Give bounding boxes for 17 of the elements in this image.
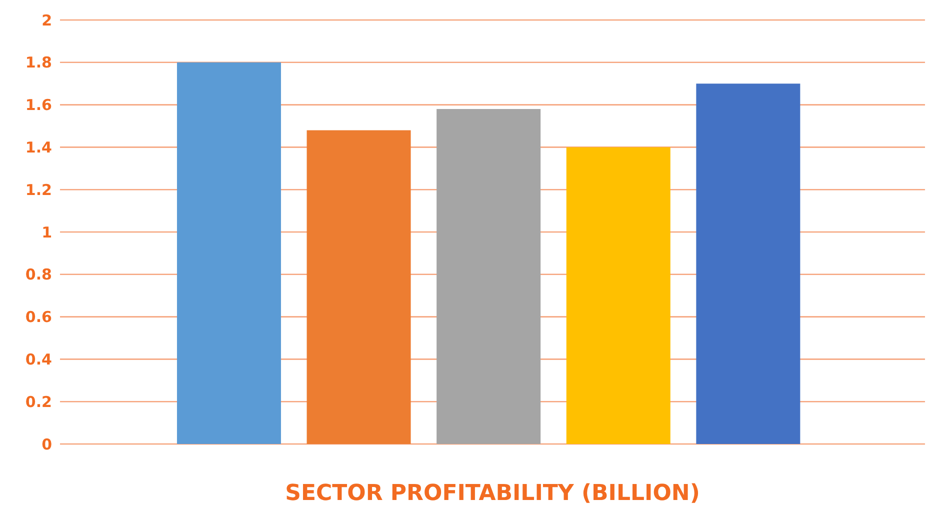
y-tick-label: 0.2	[25, 392, 52, 411]
y-tick-label: 0.4	[25, 350, 52, 369]
bar	[566, 147, 670, 444]
bar	[696, 84, 800, 444]
y-tick-label: 1.4	[25, 138, 52, 157]
bar	[306, 130, 411, 444]
y-tick-label: 1	[42, 223, 52, 242]
x-axis-title: SECTOR PROFITABILITY (BILLION)	[285, 481, 700, 506]
y-tick-label: 0	[42, 435, 52, 454]
bar	[176, 62, 281, 444]
y-tick-label: 0.8	[25, 266, 52, 284]
bar	[436, 109, 541, 444]
y-tick-label: 2	[42, 11, 52, 30]
y-tick-label: 0.6	[25, 308, 52, 326]
y-tick-label: 1.8	[25, 54, 52, 72]
y-tick-label: 1.6	[25, 96, 52, 114]
y-tick-label: 1.2	[25, 180, 52, 199]
